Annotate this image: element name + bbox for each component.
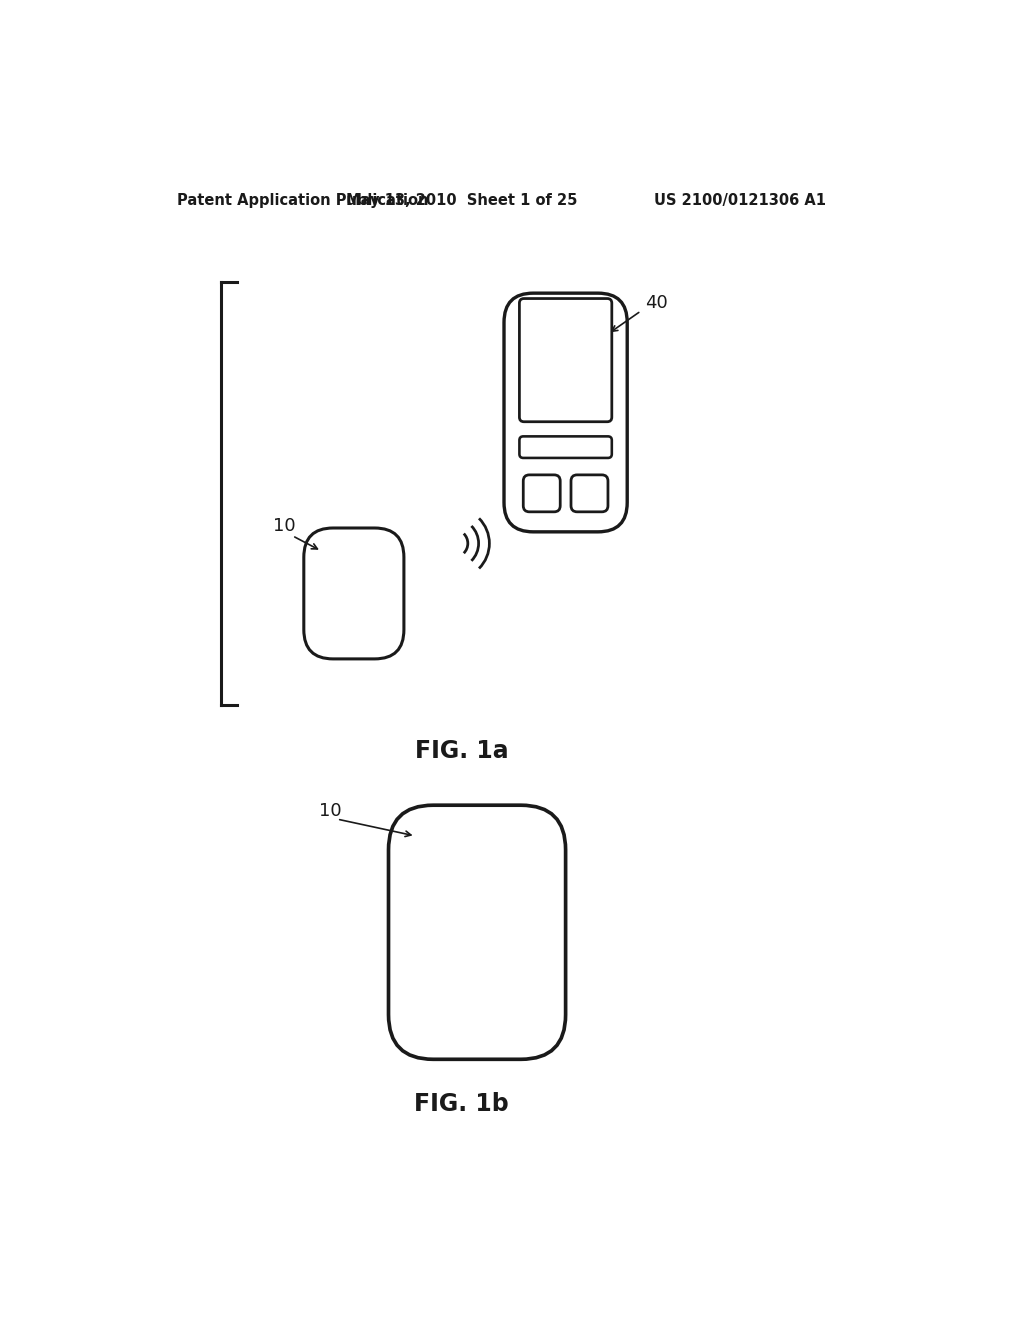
FancyBboxPatch shape <box>519 298 611 422</box>
Text: 40: 40 <box>645 294 668 312</box>
Text: FIG. 1a: FIG. 1a <box>415 739 509 763</box>
Text: Patent Application Publication: Patent Application Publication <box>177 193 428 209</box>
Text: 10: 10 <box>319 803 342 820</box>
Text: FIG. 1b: FIG. 1b <box>415 1092 509 1115</box>
FancyBboxPatch shape <box>504 293 628 532</box>
FancyBboxPatch shape <box>388 805 565 1059</box>
Text: US 2100/0121306 A1: US 2100/0121306 A1 <box>654 193 826 209</box>
Text: May 13, 2010  Sheet 1 of 25: May 13, 2010 Sheet 1 of 25 <box>346 193 578 209</box>
FancyBboxPatch shape <box>519 437 611 458</box>
FancyBboxPatch shape <box>571 475 608 512</box>
Text: 10: 10 <box>273 517 296 536</box>
FancyBboxPatch shape <box>523 475 560 512</box>
FancyBboxPatch shape <box>304 528 403 659</box>
